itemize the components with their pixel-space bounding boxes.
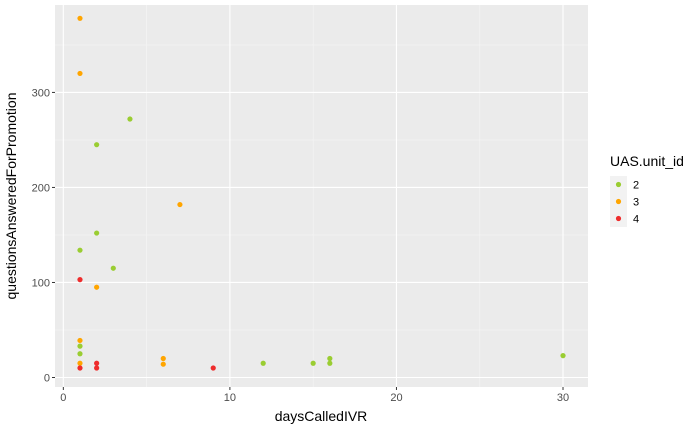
legend-label-unit-4: 4: [633, 214, 639, 226]
legend-title: UAS.unit_id: [610, 153, 684, 169]
y-tick-label: 0: [44, 372, 50, 384]
x-tick-label: 20: [390, 392, 402, 404]
data-point-unit-3: [177, 201, 183, 208]
data-point-unit-3: [77, 70, 83, 77]
y-axis-ticks: 0 100 200 300: [32, 87, 55, 384]
plot-panel: [55, 5, 588, 387]
data-point-unit-4: [210, 365, 216, 371]
y-tick-label: 300: [32, 87, 50, 99]
data-point-unit-2: [77, 343, 83, 349]
x-tick-label: 10: [224, 392, 236, 404]
data-point-unit-2: [327, 360, 333, 366]
legend-key-unit-3: [615, 198, 622, 205]
data-point-unit-3: [77, 360, 83, 366]
legend-key-unit-2: [615, 181, 622, 188]
data-point-unit-2: [310, 360, 316, 366]
legend-label-unit-2: 2: [633, 180, 639, 192]
y-tick-label: 200: [32, 182, 50, 194]
x-tick-label: 30: [557, 392, 569, 404]
x-tick-label: 0: [60, 392, 66, 404]
data-point-unit-2: [77, 247, 83, 253]
data-point-unit-3: [160, 361, 166, 367]
data-point-unit-4: [94, 360, 100, 366]
legend: UAS.unit_id 2 3 4: [610, 153, 684, 227]
data-point-unit-2: [127, 116, 133, 122]
data-point-unit-2: [260, 360, 266, 366]
legend-key-unit-4: [615, 215, 622, 222]
data-point-unit-2: [560, 353, 566, 359]
y-axis-title: questionsAnsweredForPromotion: [3, 93, 19, 300]
y-tick-label: 100: [32, 277, 50, 289]
data-point-unit-3: [77, 337, 83, 344]
data-point-unit-4: [77, 365, 83, 371]
x-axis-title: daysCalledIVR: [275, 408, 368, 424]
data-point-unit-2: [327, 355, 333, 362]
data-point-unit-3: [160, 355, 166, 362]
grid-minor: [55, 5, 588, 387]
data-point-unit-2: [77, 351, 83, 357]
data-point-unit-4: [77, 277, 83, 283]
legend-entries: 2 3 4: [610, 176, 639, 227]
data-points: [77, 15, 566, 371]
data-point-unit-3: [94, 284, 100, 290]
data-point-unit-2: [110, 265, 116, 271]
data-point-unit-2: [94, 142, 100, 148]
x-axis-ticks: 0 10 20 30: [60, 387, 569, 404]
data-point-unit-2: [94, 230, 100, 236]
data-point-unit-3: [77, 15, 83, 21]
data-point-unit-4: [94, 365, 100, 371]
grid-major: [55, 5, 588, 387]
legend-label-unit-3: 3: [633, 197, 639, 209]
